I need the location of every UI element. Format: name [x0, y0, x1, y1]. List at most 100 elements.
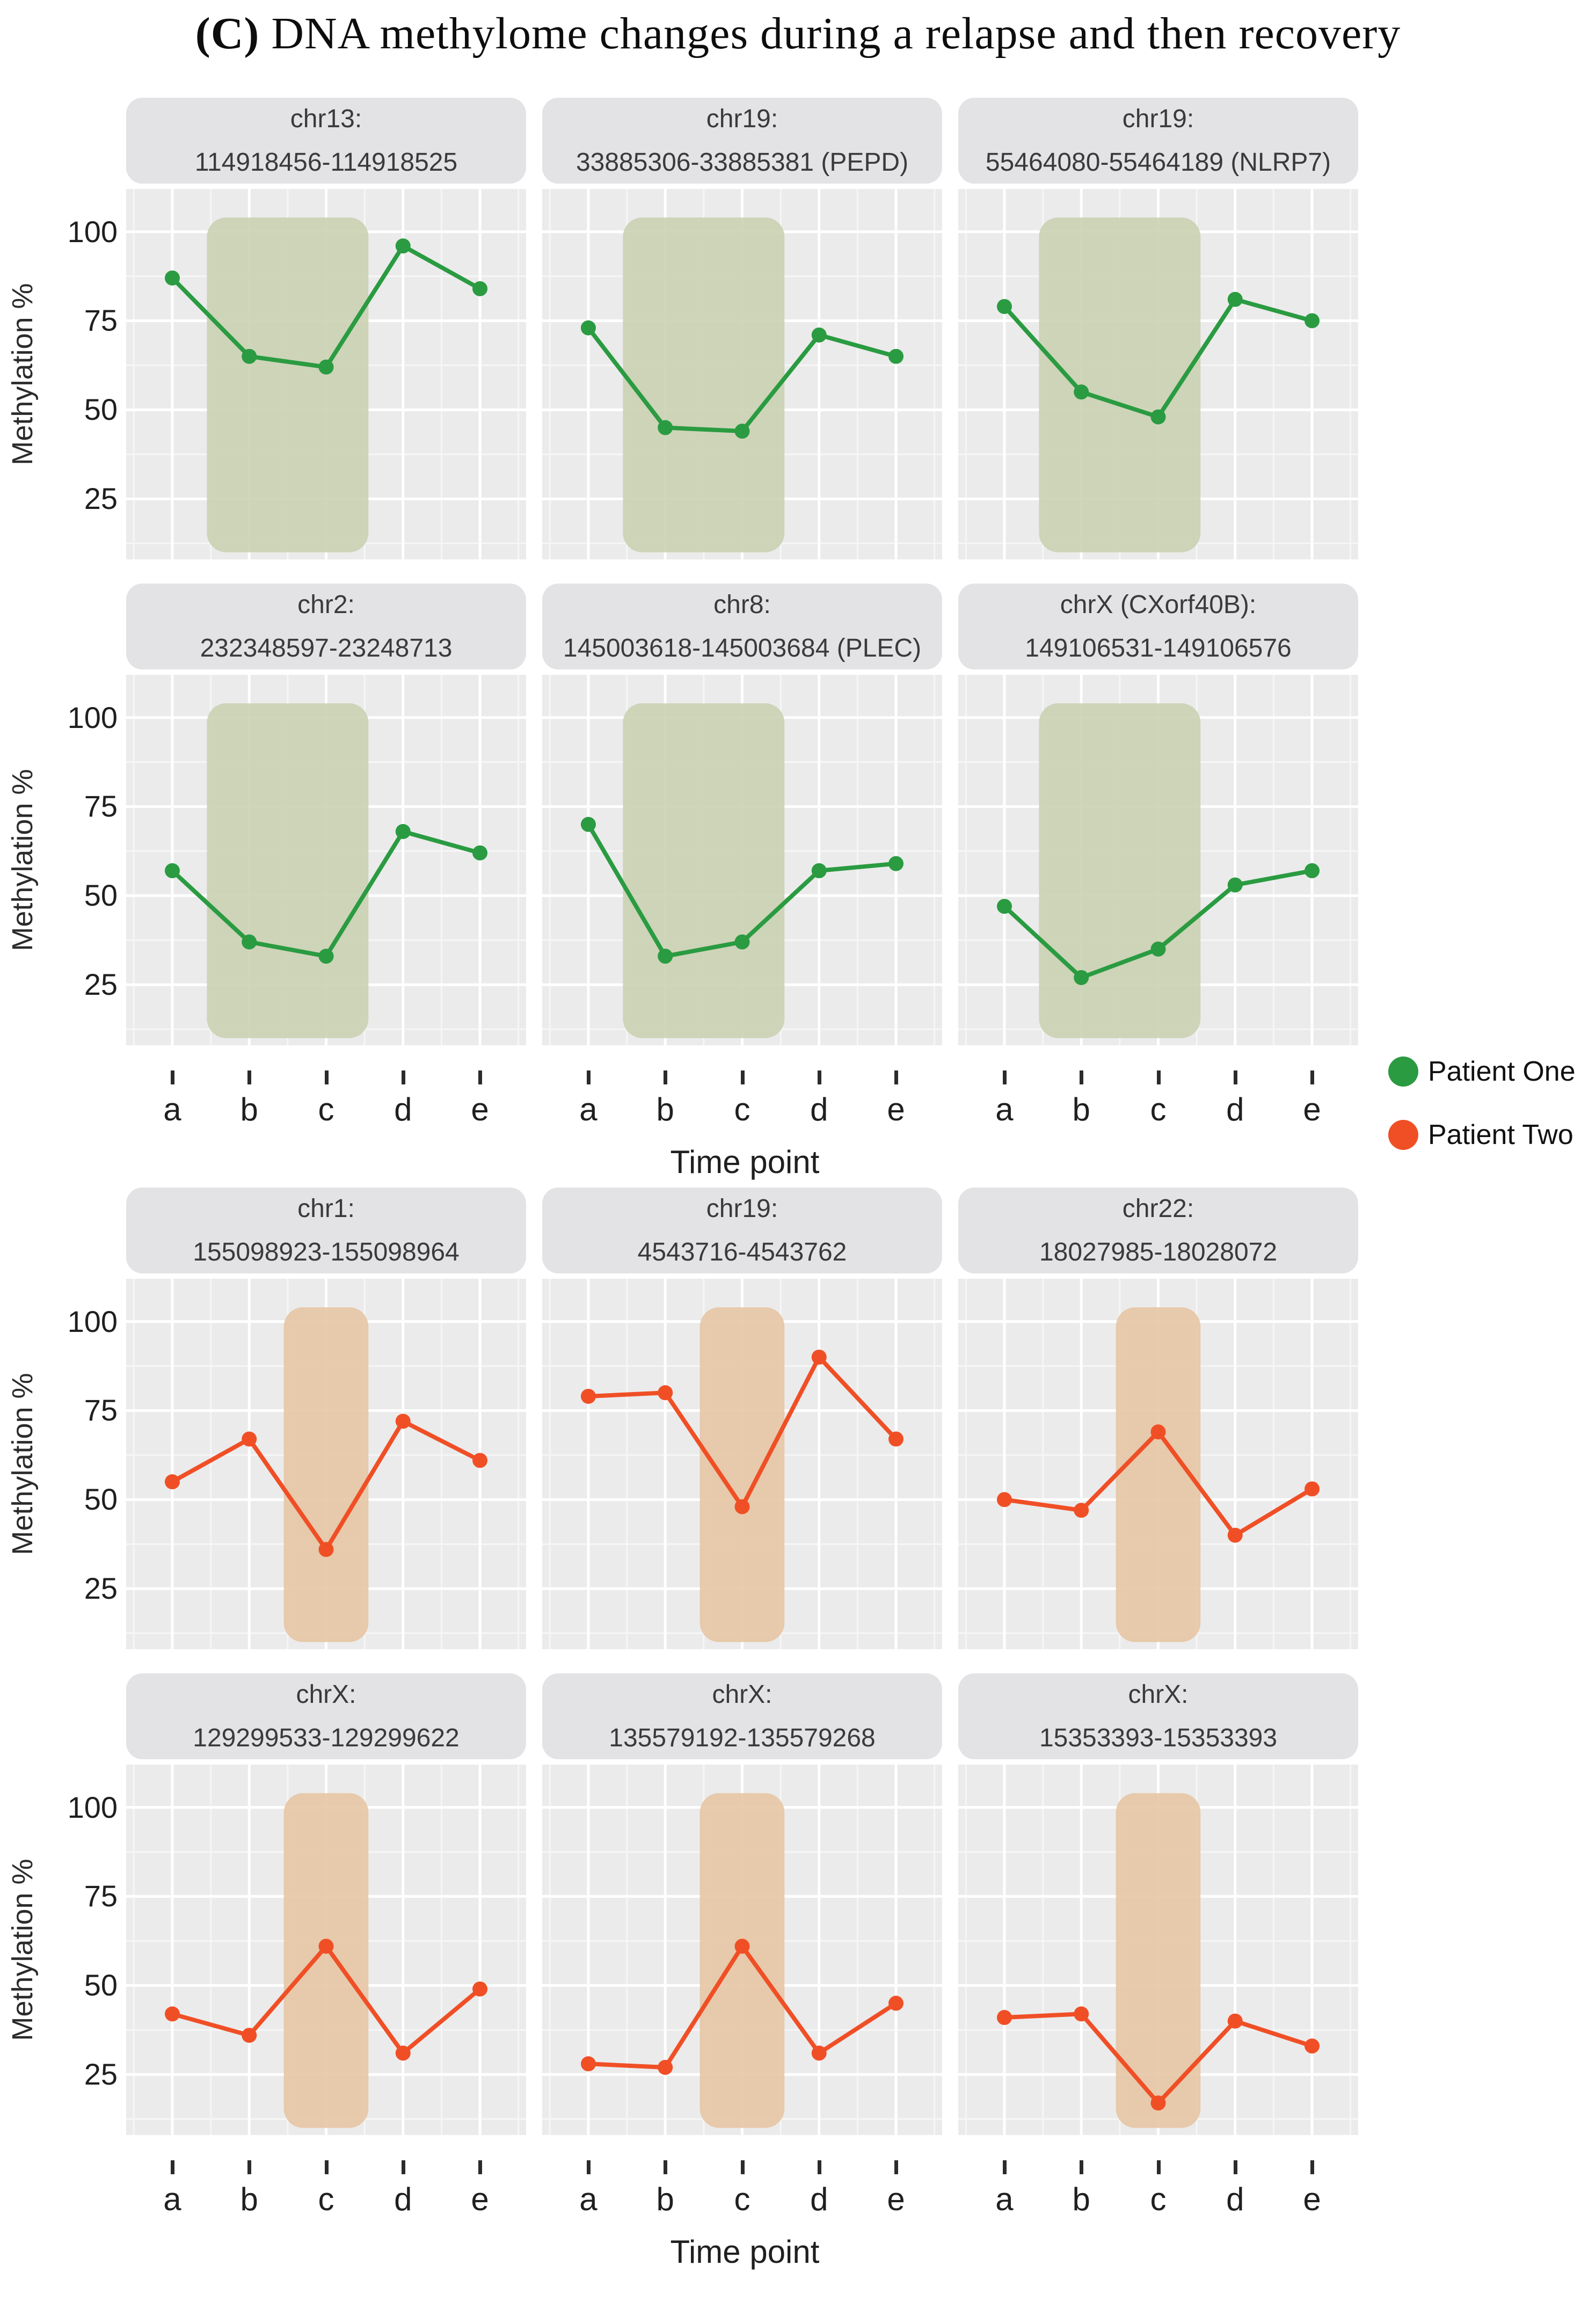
x-axis-cell: a b c d e	[542, 2159, 942, 2224]
data-point	[996, 899, 1012, 914]
chart-panel: chr19: 33885306-33885381 (PEPD)	[542, 98, 942, 559]
data-point	[242, 1431, 257, 1447]
panel-title-range: 18027985-18028072	[1039, 1238, 1278, 1266]
y-axis-label: Methylation %	[6, 1373, 39, 1555]
data-point	[318, 359, 334, 375]
x-axis-spacer	[0, 1069, 126, 1134]
data-point	[1074, 384, 1089, 400]
panel-title-range: 149106531-149106576	[1025, 634, 1292, 662]
relapse-highlight-band	[283, 1793, 369, 2128]
line-chart	[542, 1765, 942, 2135]
line-chart	[126, 1279, 526, 1649]
panel-title-range: 145003618-145003684 (PLEC)	[563, 634, 922, 662]
x-tick-label: c	[734, 2181, 750, 2217]
legend-item: Patient One	[1388, 1055, 1576, 1088]
x-tick-mark	[586, 2160, 591, 2174]
line-chart	[958, 189, 1358, 559]
legend-dot-icon	[1388, 1057, 1418, 1087]
data-point	[996, 1492, 1012, 1507]
chart-panel: chrX (CXorf40B): 149106531-149106576	[958, 584, 1358, 1045]
panel-title-range: 4543716-4543762	[637, 1238, 847, 1266]
panel-title: chr19: 4543716-4543762	[542, 1188, 942, 1273]
data-point	[811, 2045, 827, 2061]
relapse-highlight-band	[207, 217, 369, 552]
x-tick-mark	[478, 2160, 483, 2174]
x-tick-label: e	[1303, 2181, 1321, 2217]
y-axis-gutter: Methylation % 100 75 50 25	[0, 1188, 126, 1649]
panels-row-1: chr13: 114918456-114918525 chr19: 33885306-…	[126, 98, 1374, 559]
x-tick-label: e	[887, 2181, 905, 2217]
data-point	[811, 1349, 827, 1365]
panel-title-range: 33885306-33885381 (PEPD)	[575, 148, 909, 177]
line-chart	[958, 1279, 1358, 1649]
patient-two-section: Methylation % 100 75 50 25 chr1: 155098923-1…	[0, 1188, 1596, 2270]
x-tick-mark	[586, 1070, 591, 1084]
line-chart	[958, 1765, 1358, 2135]
y-tick-label: 75	[84, 1879, 118, 1913]
data-point	[1150, 1424, 1166, 1440]
x-tick-label: b	[656, 2181, 674, 2217]
panels-row-2: chr2: 232348597-23248713 chr8: 145003618-14…	[126, 584, 1374, 1045]
y-tick-label: 25	[84, 967, 118, 1002]
panel-title-range: 15353393-15353393	[1039, 1724, 1278, 1752]
panel-title-chromosome: chr22:	[1122, 1194, 1194, 1223]
x-tick-mark	[247, 1070, 252, 1084]
chart-panel: chr19: 4543716-4543762	[542, 1188, 942, 1649]
chart-row: Methylation % 100 75 50 25 chrX: 129299533-1…	[0, 1673, 1596, 2135]
x-tick-mark	[1233, 2160, 1237, 2174]
legend-label: Patient Two	[1428, 1119, 1573, 1150]
panel-title: chr19: 55464080-55464189 (NLRP7)	[958, 98, 1358, 184]
data-point	[888, 1995, 904, 2011]
x-tick-mark	[664, 2160, 668, 2174]
panel-title-chromosome: chr19:	[706, 105, 778, 133]
relapse-highlight-band	[1116, 1793, 1201, 2128]
x-axis-title: Time point	[670, 2234, 820, 2270]
data-point	[472, 845, 488, 861]
data-point	[996, 298, 1012, 314]
x-tick-mark	[817, 1070, 821, 1084]
x-tick-mark	[1080, 1070, 1084, 1084]
data-point	[1305, 2038, 1320, 2054]
x-tick-label: c	[318, 1091, 334, 1127]
data-point	[472, 281, 488, 296]
chart-panel: chr8: 145003618-145003684 (PLEC)	[542, 584, 942, 1045]
x-tick-label: c	[1150, 2181, 1167, 2217]
data-point	[395, 824, 411, 839]
panel-title-chromosome: chrX:	[1128, 1680, 1189, 1709]
panel-title: chr8: 145003618-145003684 (PLEC)	[542, 584, 942, 669]
data-point	[734, 934, 750, 950]
y-tick-label: 100	[67, 1304, 118, 1338]
x-tick-label: c	[734, 1091, 750, 1127]
data-point	[1074, 1503, 1089, 1518]
x-tick-label: b	[656, 1091, 674, 1127]
x-tick-mark	[894, 1070, 899, 1084]
x-tick-mark	[247, 2160, 252, 2174]
panel-title-range: 114918456-114918525	[194, 148, 458, 177]
data-point	[164, 270, 180, 286]
figure-title-text: DNA methylome changes during a relapse a…	[259, 9, 1401, 59]
x-axis-title: Time point	[670, 1144, 820, 1180]
figure-title-label: (C)	[195, 9, 260, 59]
data-point	[1074, 970, 1089, 985]
y-tick-label: 50	[84, 878, 118, 913]
chart-panel: chr19: 55464080-55464189 (NLRP7)	[958, 98, 1358, 559]
x-tick-mark	[170, 1070, 174, 1084]
line-chart	[542, 189, 942, 559]
x-tick-label: e	[887, 1091, 905, 1127]
x-tick-mark	[1156, 1070, 1161, 1084]
x-tick-mark	[478, 1070, 483, 1084]
chart-panel: chrX: 15353393-15353393	[958, 1673, 1358, 2135]
chart-row: Methylation % 100 75 50 25 chr1: 155098923-1…	[0, 1188, 1596, 1649]
figure-title: (C) DNA methylome changes during a relap…	[0, 8, 1596, 60]
relapse-highlight-band	[623, 217, 785, 552]
panel-title: chr19: 33885306-33885381 (PEPD)	[542, 98, 942, 184]
data-point	[1227, 292, 1243, 307]
x-tick-mark	[1310, 1070, 1315, 1084]
chart-panel: chr13: 114918456-114918525	[126, 98, 526, 559]
panel-title: chr1: 155098923-155098964	[126, 1188, 526, 1273]
data-point	[242, 348, 257, 364]
data-point	[658, 1385, 673, 1401]
data-point	[164, 863, 180, 878]
